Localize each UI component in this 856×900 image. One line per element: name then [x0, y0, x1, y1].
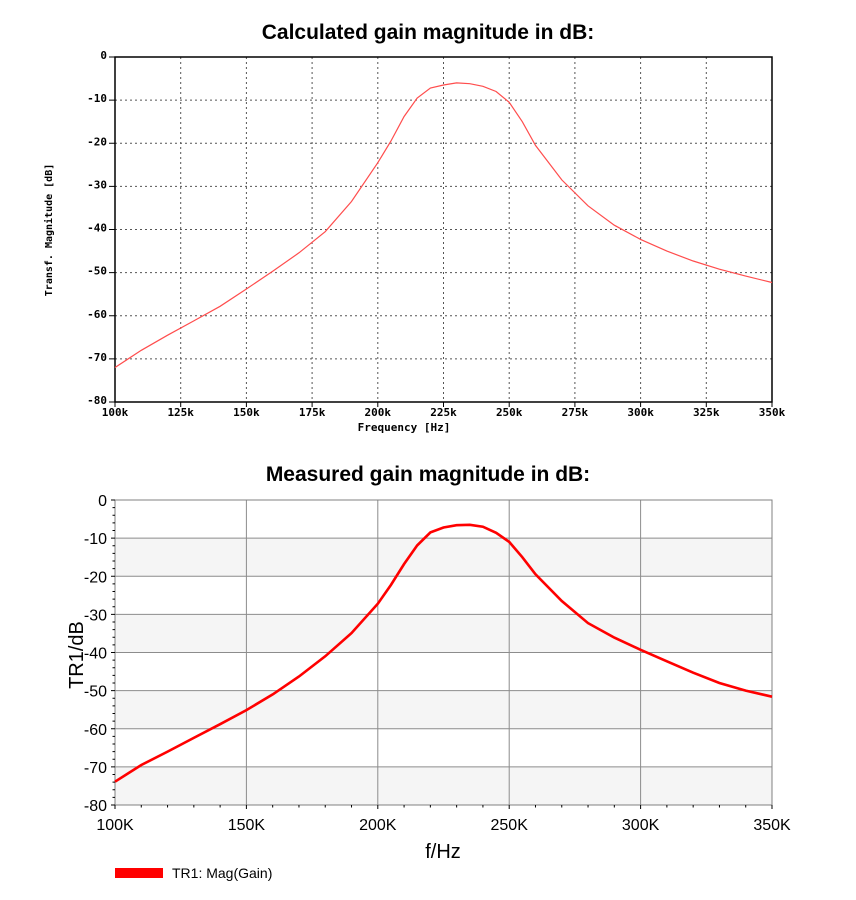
measured-shaded-band [115, 766, 772, 805]
calculated-x-tick-label: 300k [627, 406, 654, 419]
calculated-y-tick-label: -40 [87, 222, 107, 235]
measured-chart-ylabel: TR1/dB [66, 621, 88, 689]
calculated-y-tick-label: -50 [87, 265, 107, 278]
measured-y-tick-label: -40 [84, 646, 107, 663]
measured-y-tick-label: -20 [84, 569, 107, 586]
calculated-y-tick-label: -80 [87, 394, 107, 407]
measured-gain-series-line [114, 523, 773, 783]
legend-label-tr1: TR1: Mag(Gain) [172, 865, 272, 881]
measured-x-tick-label: 100K [96, 817, 134, 834]
measured-x-tick-label: 150K [228, 817, 266, 834]
measured-shaded-band [115, 614, 772, 653]
calculated-x-tick-label: 150k [233, 406, 260, 419]
measured-x-tick-label: 250K [491, 817, 529, 834]
calculated-y-tick-label: -70 [87, 351, 107, 364]
calculated-chart-ticks: 100k 125k 150k 175k 200k 225k 250k 275k 300k 325k… [87, 49, 785, 419]
calculated-x-tick-label: 200k [365, 406, 392, 419]
measured-y-tick-label: -60 [84, 722, 107, 739]
calculated-chart-ylabel: Transf. Magnitude [dB] [43, 164, 55, 296]
calculated-gain-series-line [114, 82, 773, 369]
legend-swatch-tr1 [115, 868, 163, 878]
calculated-y-tick-label: -30 [87, 178, 107, 191]
measured-chart-title: Measured gain magnitude in dB: [265, 463, 591, 486]
calculated-x-tick-label: 100k [102, 406, 129, 419]
calculated-x-tick-label: 125k [167, 406, 194, 419]
measured-shaded-band [115, 690, 772, 729]
calculated-x-tick-label: 350k [759, 406, 786, 419]
measured-y-tick-label: -70 [84, 760, 107, 777]
calculated-y-tick-label: -60 [87, 308, 107, 321]
calculated-chart-title: Calculated gain magnitude in dB: [261, 21, 595, 44]
measured-y-tick-label: -10 [84, 531, 107, 548]
calculated-x-tick-label: 250k [496, 406, 523, 419]
calculated-x-tick-label: 275k [562, 406, 589, 419]
calculated-x-tick-label: 175k [299, 406, 326, 419]
measured-x-tick-label: 200K [359, 817, 397, 834]
measured-chart-ticks: 0 -10 -20 -30 -40 -50 -60 -70 -80 100K 150K 200K 250… [84, 493, 791, 834]
measured-x-tick-label: 300K [622, 817, 660, 834]
measured-y-tick-label: -80 [84, 798, 107, 815]
calculated-y-tick-label: 0 [100, 49, 107, 62]
calculated-chart-grid [115, 57, 772, 402]
calculated-y-tick-label: -20 [87, 135, 107, 148]
measured-chart-bands [115, 538, 772, 805]
measured-x-tick-label: 350K [753, 817, 791, 834]
calculated-x-tick-label: 225k [430, 406, 457, 419]
measured-y-tick-label: -50 [84, 684, 107, 701]
measured-y-tick-label: 0 [98, 493, 107, 510]
measured-chart-xlabel: f/Hz [425, 841, 461, 863]
measured-chart-grid [115, 500, 772, 805]
measured-y-tick-label: -30 [84, 607, 107, 624]
measured-shaded-band [115, 538, 772, 577]
calculated-y-tick-label: -10 [87, 92, 107, 105]
calculated-x-tick-label: 325k [693, 406, 720, 419]
calculated-chart-xlabel: Frequency [Hz] [358, 421, 451, 434]
